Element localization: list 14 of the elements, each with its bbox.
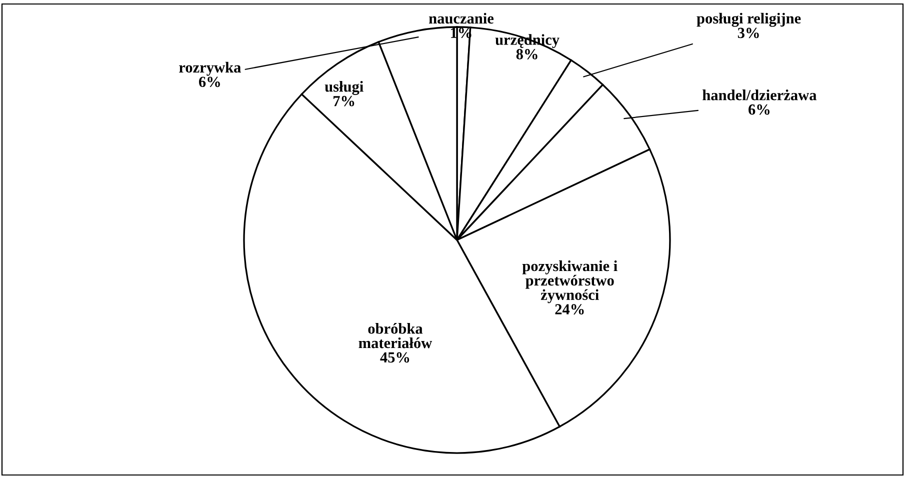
- slice-label: rozrywka: [179, 62, 241, 76]
- data-label: 6%: [748, 104, 770, 115]
- slice-label: posługi religijne: [696, 12, 801, 27]
- slice-label: handel/dzierżawa: [702, 90, 817, 100]
- data-label: 45%: [380, 352, 410, 363]
- data-label: 8%: [516, 49, 538, 60]
- slice-label: usługi: [324, 80, 364, 95]
- data-label: 24%: [555, 304, 584, 314]
- data-label: 3%: [738, 28, 759, 38]
- slice-label: nauczanie: [428, 12, 494, 24]
- slice-label: obróbka materiałów: [358, 323, 432, 348]
- data-label: 7%: [334, 96, 354, 106]
- slice-label: pozyskiwanie i przetwórstwo żywności: [522, 260, 618, 304]
- data-label: 6%: [198, 76, 220, 88]
